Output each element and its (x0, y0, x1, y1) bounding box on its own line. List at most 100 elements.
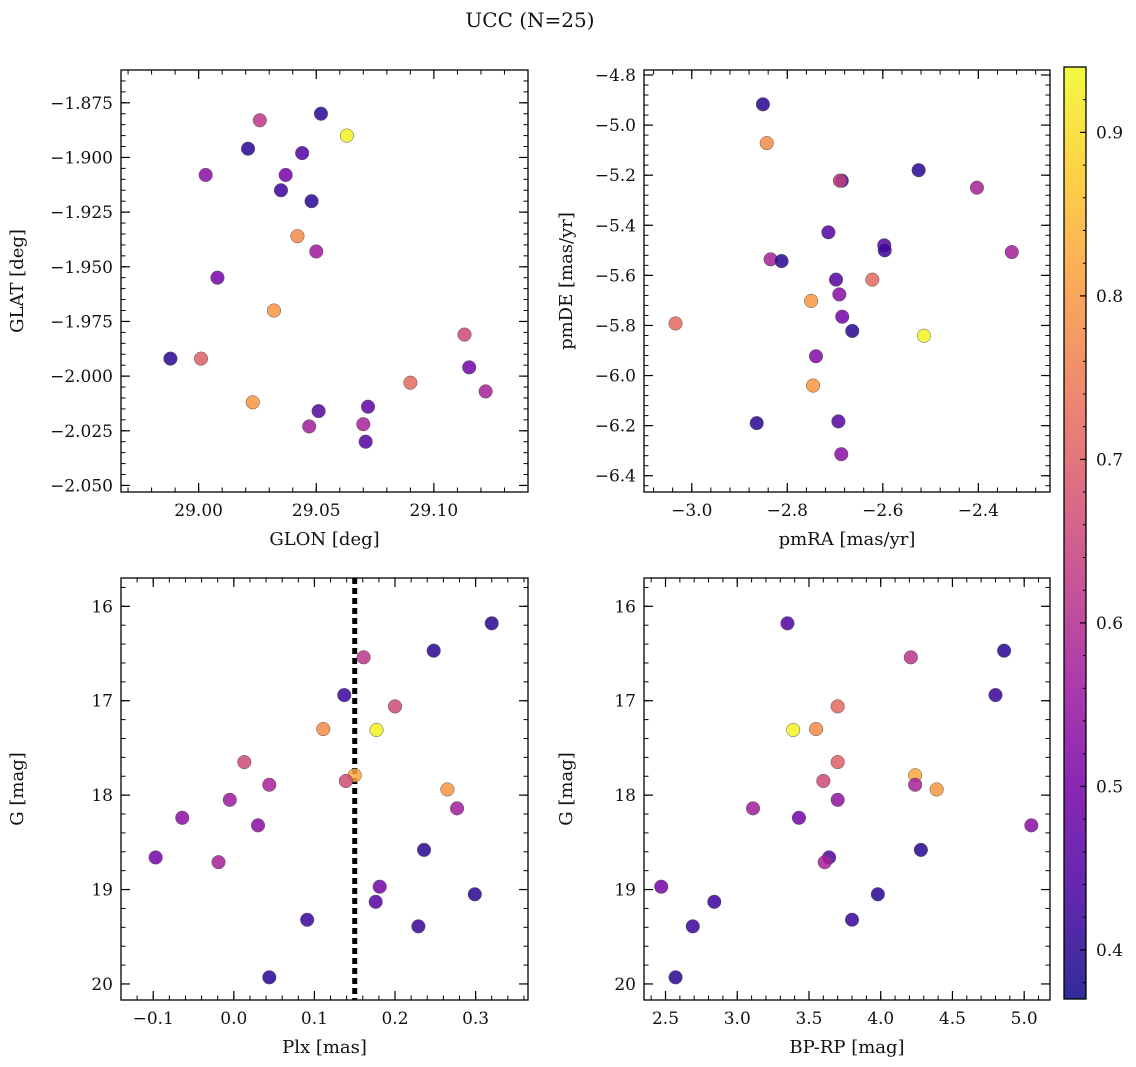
y-tick-label: −1.975 (50, 312, 113, 332)
scatter-point (780, 616, 795, 631)
scatter-point (304, 194, 319, 209)
scatter-point (774, 254, 789, 269)
scatter-point (755, 97, 770, 112)
x-tick-label: 0.1 (301, 1009, 328, 1029)
x-tick-label: 29.10 (410, 501, 459, 521)
scatter-point (426, 643, 441, 658)
scatter-point (356, 650, 371, 665)
scatter-point (290, 229, 305, 244)
x-axis-label: pmRA [mas/yr] (779, 529, 916, 550)
scatter-point (834, 447, 849, 462)
y-tick-label: 16 (614, 597, 636, 617)
y-axis-label: G [mag] (556, 752, 577, 825)
x-tick-label: −2.6 (862, 501, 903, 521)
scatter-point (369, 722, 384, 738)
scatter-point (313, 106, 329, 121)
scatter-point (175, 810, 190, 825)
x-tick-label: 2.5 (652, 1009, 679, 1029)
y-tick-label: −6.0 (595, 367, 636, 387)
scatter-point (337, 688, 352, 703)
y-tick-label: 18 (91, 786, 113, 806)
plot-frame (120, 577, 529, 1001)
scatter-point (832, 173, 847, 188)
scatter-point (403, 375, 418, 390)
scatter-point (791, 810, 806, 825)
scatter-point (903, 650, 918, 665)
scatter-point (266, 303, 281, 318)
scatter-point (830, 792, 845, 807)
y-tick-label: 20 (614, 975, 636, 995)
y-tick-label: −1.875 (50, 94, 113, 114)
colorbar-gradient (1064, 67, 1086, 999)
y-tick-label: −1.950 (50, 258, 113, 278)
y-axis-label: pmDE [mas/yr] (556, 212, 577, 350)
scatter-point (262, 970, 277, 985)
scatter-point (844, 912, 860, 927)
scatter-point (311, 404, 326, 419)
scatter-point (193, 351, 209, 366)
scatter-point (339, 128, 354, 143)
y-tick-label: −1.900 (50, 148, 113, 168)
axis-ticks (644, 578, 1050, 1000)
y-tick-label: −5.0 (595, 116, 636, 136)
panel-bprp-g: 2.5 3.0 3.5 4.0 4.5 5.0 16 17 18 19 20 BP-RP [mag] G… (556, 577, 1051, 1058)
x-tick-label: −0.1 (133, 1009, 174, 1029)
scatter-point (300, 912, 315, 927)
y-axis-label: GLAT [deg] (7, 229, 28, 333)
scatter-point (821, 225, 836, 240)
panel-pmra-pmde: −3.0 −2.8 −2.6 −2.4 −4.8 −5.0 −5.2 −5.4 −5.6 −5.8… (556, 66, 1051, 550)
scatter-point (252, 113, 267, 128)
plot-frame (120, 69, 529, 493)
x-tick-label: 3.5 (795, 1009, 822, 1029)
scatter-point (997, 643, 1012, 658)
scatter-point (302, 419, 317, 434)
y-tick-label: 20 (91, 975, 113, 995)
y-tick-label: 16 (91, 597, 113, 617)
scatter-point (749, 416, 764, 431)
scatter-point (707, 894, 722, 909)
minor-ticks (644, 578, 1050, 1000)
scatter-point (988, 688, 1003, 703)
y-tick-label: −2.000 (50, 367, 113, 387)
y-tick-label: 18 (614, 786, 636, 806)
minor-ticks (121, 70, 528, 492)
scatter-point (808, 349, 824, 364)
scatter-point (309, 244, 324, 259)
scatter-point (262, 777, 277, 792)
scatter-point (745, 801, 761, 816)
figure-title: UCC (N=25) (465, 8, 594, 32)
scatter-point (654, 879, 669, 894)
plot-frame (643, 577, 1051, 1001)
scatter-points (668, 97, 1019, 462)
scatter-point (908, 777, 923, 792)
scatter-point (835, 309, 850, 324)
scatter-point (163, 351, 178, 366)
x-tick-label: −2.8 (767, 501, 808, 521)
scatter-point (198, 167, 213, 183)
scatter-point (237, 755, 252, 770)
scatter-point (916, 328, 931, 343)
scatter-point (929, 782, 944, 797)
scatter-point (457, 327, 472, 342)
colorbar: 0.4 0.5 0.6 0.7 0.8 0.9 (1063, 66, 1123, 1000)
colorbar-tick-label: 0.8 (1096, 287, 1123, 307)
scatter-point (467, 887, 482, 902)
scatter-point (222, 792, 237, 807)
colorbar-tick-label: 0.9 (1096, 123, 1123, 143)
y-tick-label: 19 (614, 881, 636, 901)
scatter-point (845, 323, 860, 339)
scatter-point (832, 287, 847, 302)
y-tick-label: −5.2 (595, 166, 636, 186)
x-tick-label: 3.0 (724, 1009, 751, 1029)
scatter-point (211, 855, 226, 870)
x-tick-label: 0.3 (462, 1009, 489, 1029)
scatter-point (462, 360, 477, 375)
scatter-point (411, 919, 426, 934)
scatter-point (356, 417, 371, 432)
scatter-point (450, 801, 465, 816)
scatter-point (828, 272, 844, 287)
scatter-point (240, 141, 256, 156)
x-tick-label: 0.0 (220, 1009, 247, 1029)
axis-ticks (121, 578, 528, 1000)
scatter-point (685, 919, 700, 934)
